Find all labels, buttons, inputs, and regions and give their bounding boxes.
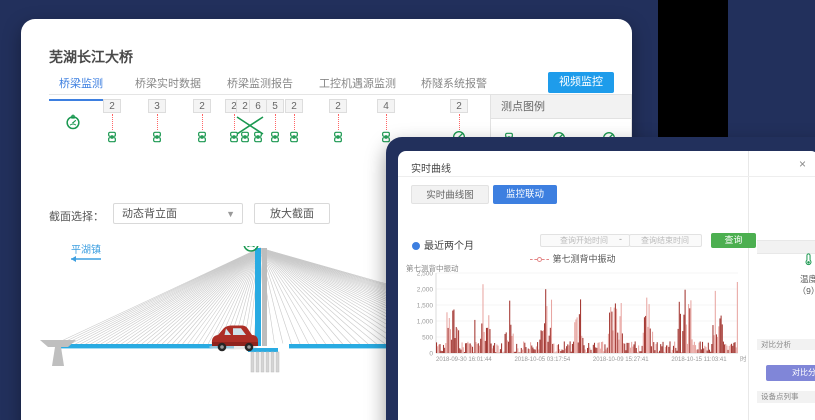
svg-text:0: 0: [429, 351, 433, 358]
svg-text:2,500: 2,500: [417, 271, 434, 278]
svg-text:500: 500: [422, 335, 433, 342]
svg-text:时间: 时间: [740, 354, 746, 363]
svg-text:1,000: 1,000: [417, 319, 434, 326]
svg-text:2018-10-09 15:27:41: 2018-10-09 15:27:41: [593, 357, 649, 363]
svg-text:2018-10-05 03:17:54: 2018-10-05 03:17:54: [514, 357, 570, 363]
svg-text:2018-10-15 11:03:41: 2018-10-15 11:03:41: [671, 357, 727, 363]
svg-text:2018-09-30 16:01:44: 2018-09-30 16:01:44: [436, 357, 492, 363]
svg-text:1,500: 1,500: [417, 303, 434, 310]
svg-text:2,000: 2,000: [417, 287, 434, 294]
